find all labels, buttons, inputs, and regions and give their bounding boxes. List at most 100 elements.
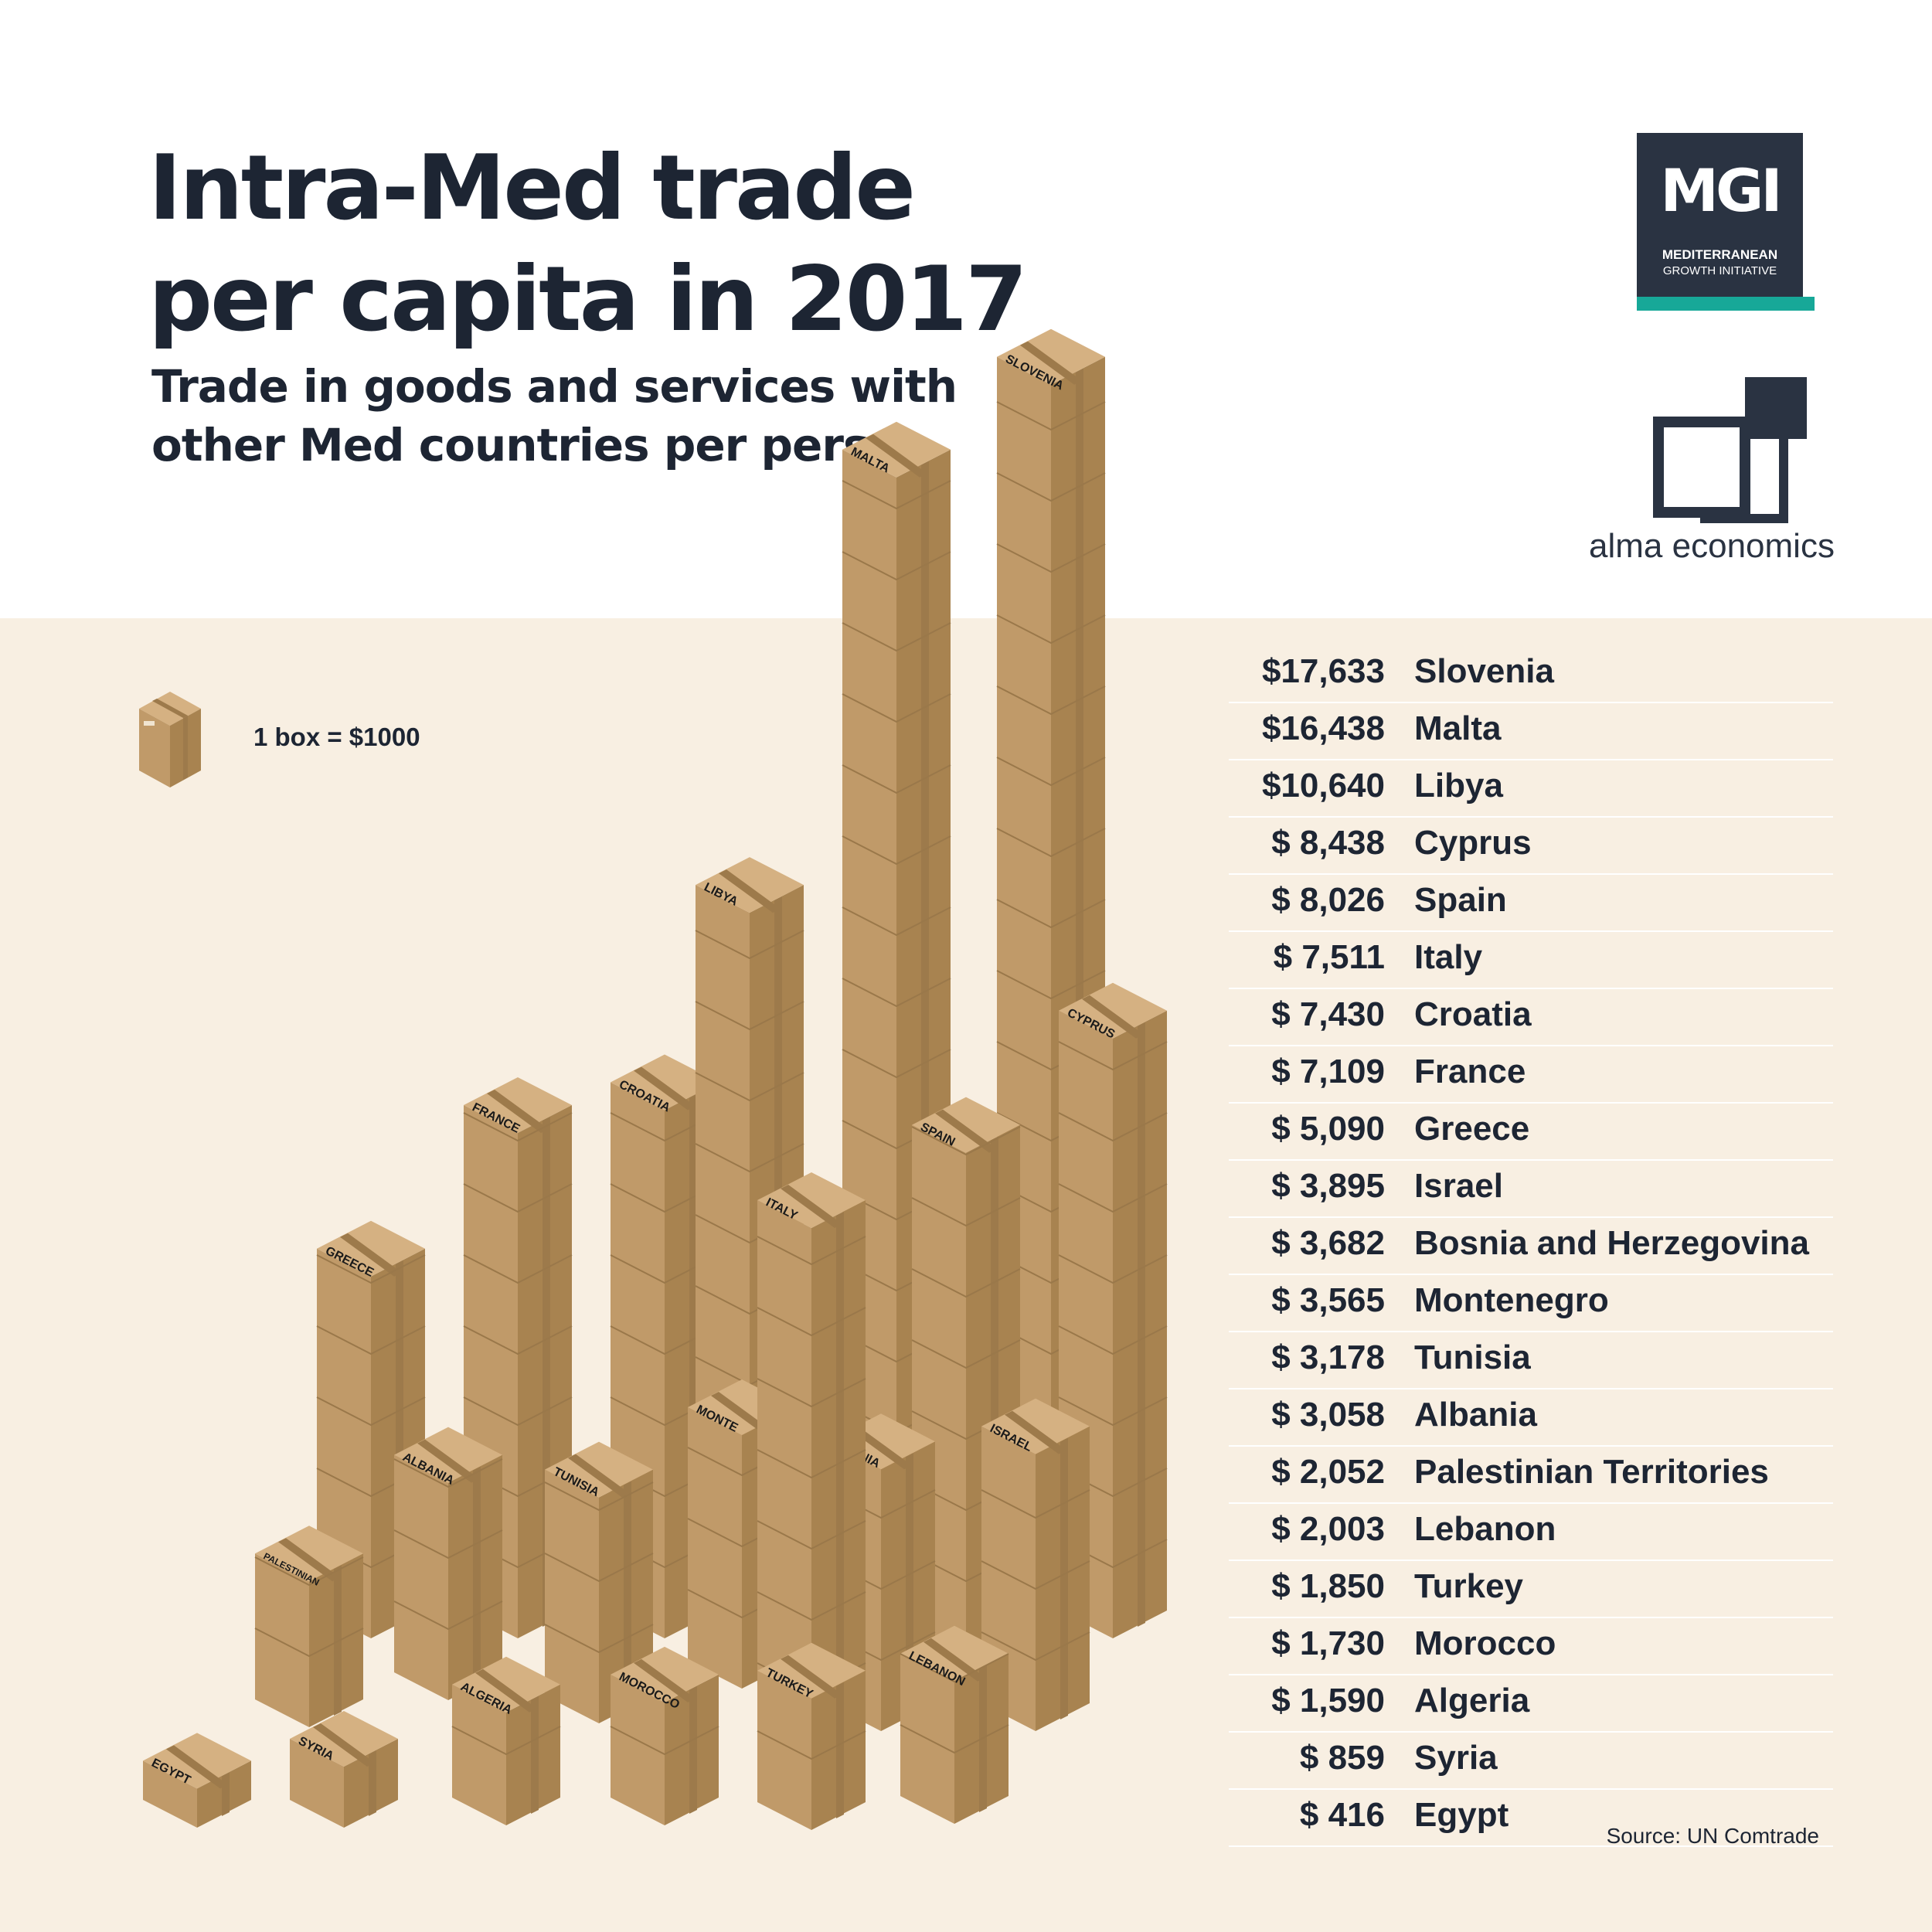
stack-tape [866, 434, 927, 478]
stack-tape-side [1138, 1022, 1145, 1627]
stack-left-face [394, 1454, 448, 1700]
stack-top-face [981, 1398, 1090, 1454]
row-country: Bosnia and Herzegovina [1414, 1224, 1810, 1262]
stack-tape [487, 1089, 549, 1133]
stack-top-face [842, 421, 951, 478]
row-country: Cyprus [1414, 824, 1532, 862]
stack-tape [719, 869, 781, 913]
row-country: Egypt [1414, 1796, 1509, 1834]
stack-left-face [757, 1670, 811, 1830]
table-row: $ 5,090 Greece [1229, 1104, 1833, 1161]
box-seam [757, 1449, 866, 1479]
table-row: $ 3,565 Montenegro [1229, 1275, 1833, 1332]
row-value: $ 2,003 [1271, 1510, 1385, 1548]
box-seam [695, 1072, 804, 1102]
table-row: $ 3,058 Albania [1229, 1389, 1833, 1447]
mgi-logo-line1: MEDITERRANEAN [1662, 247, 1778, 262]
box-seam [996, 472, 1106, 502]
box-seam [254, 1556, 364, 1587]
row-value: $ 8,026 [1271, 881, 1385, 919]
stack-tape-side [1060, 1437, 1068, 1719]
mgi-logo: MGI MEDITERRANEAN GROWTH INITIATIVE [1637, 133, 1815, 311]
stack-top-face [997, 328, 1105, 385]
box-seam [842, 764, 951, 794]
row-country: Tunisia [1414, 1338, 1531, 1376]
row-country: Syria [1414, 1739, 1498, 1777]
box-seam [996, 614, 1106, 645]
row-value: $ 1,850 [1271, 1567, 1385, 1605]
table-row: $10,640 Libya [1229, 760, 1833, 818]
row-value: $ 859 [1299, 1739, 1385, 1777]
mgi-logo-box [1637, 133, 1803, 299]
stack-tape [781, 1655, 842, 1699]
box-seam [1058, 1254, 1168, 1284]
row-country: Greece [1414, 1110, 1530, 1148]
box-stack: EGYPT [143, 1733, 251, 1828]
row-country: Morocco [1414, 1624, 1556, 1662]
row-value: $ 1,590 [1271, 1682, 1385, 1719]
row-country: Slovenia [1414, 652, 1554, 690]
page-title: Intra-Med trade per capita in 2017 [148, 133, 1028, 355]
row-value: $ 416 [1299, 1796, 1385, 1834]
box-seam [393, 1458, 503, 1488]
box-seam [695, 1143, 804, 1173]
stack-tape [1020, 341, 1082, 385]
stack-tape [313, 1723, 375, 1767]
box-seam [463, 1396, 573, 1427]
box-seam [316, 1254, 426, 1284]
stack-tape [1005, 1410, 1066, 1454]
value-table: $17,633 Slovenia $16,438 Malta $10,640 Libya $… [1229, 646, 1833, 1847]
box-stack: MOROCCO [610, 1646, 719, 1825]
row-country: Israel [1414, 1167, 1503, 1205]
row-value: $ 3,895 [1271, 1167, 1385, 1205]
stack-left-face [143, 1760, 197, 1828]
stack-tape [634, 1066, 696, 1111]
box-seam [316, 1396, 426, 1427]
table-row: $ 3,682 Bosnia and Herzegovina [1229, 1218, 1833, 1275]
stack-top-face [545, 1441, 653, 1498]
stack-tape-side [836, 1682, 844, 1818]
row-country: Croatia [1414, 995, 1532, 1033]
box-seam [911, 1126, 1021, 1156]
stack-tape-side [473, 1466, 481, 1689]
box-seam [996, 685, 1106, 716]
row-value: $ 3,058 [1271, 1396, 1385, 1434]
box-seam [757, 1307, 866, 1337]
box-stacks: SLOVENIACYPRUSCROATIAFRANCEGREECEMALTALI… [143, 328, 1168, 1830]
box-seam [981, 1631, 1090, 1662]
box-seam [981, 1560, 1090, 1590]
stack-tape-side [836, 1211, 844, 1750]
box-seam [463, 1183, 573, 1213]
stack-tape [166, 1745, 228, 1789]
box-stack: PALESTINIAN [254, 1526, 364, 1727]
box-seam [842, 906, 951, 937]
box-seam [911, 1197, 1021, 1227]
box-seam [544, 1481, 654, 1512]
stack-top-face [696, 857, 804, 913]
box-seam [757, 1520, 866, 1550]
alma-logo-mark [1653, 377, 1807, 523]
stack-left-face [757, 1199, 811, 1762]
box-stack: TUNISIA [544, 1441, 654, 1723]
row-value: $10,640 [1261, 767, 1385, 804]
box-seam [695, 930, 804, 960]
stack-top-face [143, 1733, 251, 1789]
alma-word: alma [1589, 527, 1663, 565]
table-row: $ 8,026 Spain [1229, 875, 1833, 932]
row-value: $16,438 [1261, 709, 1385, 747]
stack-top-face [912, 1097, 1020, 1153]
table-row: $ 7,109 France [1229, 1046, 1833, 1104]
stack-tape [568, 1454, 630, 1498]
mgi-logo-mark: MGI [1660, 156, 1782, 225]
box-seam [842, 1049, 951, 1079]
stack-tape-side [624, 1481, 631, 1712]
row-country: Libya [1414, 767, 1503, 804]
legend-box-icon [139, 692, 201, 787]
box-seam [842, 978, 951, 1008]
table-row: $16,438 Malta [1229, 703, 1833, 760]
box-stack: TURKEY [757, 1642, 866, 1830]
box-seam [316, 1325, 426, 1355]
table-row: $ 3,178 Tunisia [1229, 1332, 1833, 1389]
stack-tape [935, 1109, 997, 1153]
